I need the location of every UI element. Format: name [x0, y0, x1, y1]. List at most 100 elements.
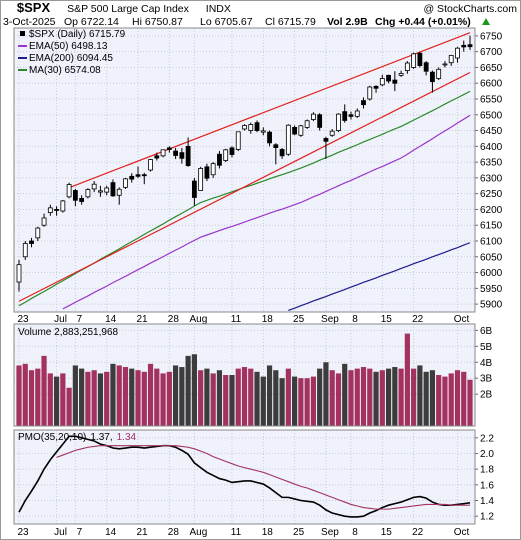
x-tick-label: 11 [231, 527, 242, 538]
quote-field: Hi 6750.87 [132, 16, 183, 28]
candle-body [304, 120, 310, 128]
volume-bar [172, 365, 179, 426]
overlay-line [62, 114, 471, 310]
volume-bar [60, 373, 66, 426]
candle-body [285, 124, 291, 155]
volume-bar [135, 370, 141, 426]
panel-border [13, 429, 476, 525]
volume-bar [442, 376, 448, 426]
legend-label: EMA(200) 6094.45 [29, 53, 113, 64]
y-tick-label: 6200 [480, 205, 503, 216]
volume-bar [41, 355, 47, 426]
candle-body [98, 190, 103, 193]
x-tick-label: 22 [412, 314, 424, 325]
y-tick-label: 6500 [480, 110, 503, 121]
candle-body [348, 114, 354, 117]
volume-bar [79, 368, 85, 426]
volume-bar [304, 378, 310, 426]
x-tick-label: 7 [77, 527, 83, 538]
candle-body [135, 174, 141, 177]
volume-bar [429, 370, 436, 426]
y-tick-label: 6600 [480, 79, 503, 90]
candle-body [41, 217, 47, 226]
volume-bar [129, 368, 135, 426]
volume-bar [360, 367, 367, 426]
x-tick-label: 28 [168, 527, 180, 538]
volume-bar [198, 370, 204, 426]
candle-body [329, 130, 335, 136]
y-tick-label: 5B [480, 342, 493, 353]
symbol: $SPX [17, 0, 51, 15]
candle-body [242, 125, 247, 130]
candle-body [223, 149, 229, 161]
volume-bar [185, 355, 191, 426]
candle-body [361, 100, 366, 106]
volume-bar [104, 371, 110, 426]
candle-body [455, 47, 460, 59]
candle-body [66, 184, 72, 198]
volume-bar [47, 373, 53, 426]
x-tick-label: 25 [293, 314, 305, 325]
x-tick-label: 14 [105, 314, 117, 325]
exchange: INDX [206, 3, 231, 15]
series-label: 1.34 [117, 432, 137, 443]
x-tick-label: Sep [321, 314, 339, 325]
candle-body [204, 166, 210, 179]
panel-bg [14, 430, 475, 524]
y-tick-label: 6000 [480, 268, 503, 279]
candle-body [311, 113, 316, 120]
candle-body [254, 122, 260, 131]
x-tick-label: 18 [262, 314, 274, 325]
y-tick-label: 6050 [480, 252, 503, 263]
y-tick-label: 6300 [480, 173, 503, 184]
candle-body [141, 174, 147, 177]
candle-body [110, 182, 116, 197]
candle-body [404, 62, 410, 71]
title-text: PMO(35,20,10) [18, 432, 86, 443]
candle-body [398, 73, 404, 76]
candle-body [60, 200, 66, 212]
y-tick-label: 1.6 [480, 480, 494, 491]
y-tick-label: 6750 [480, 31, 503, 42]
volume-bar [279, 378, 285, 426]
candle-body [148, 159, 153, 171]
credit: @ StockCharts.com [423, 3, 517, 15]
volume-bar [110, 363, 116, 426]
candle-body [79, 197, 85, 202]
x-tick-label: 28 [168, 314, 180, 325]
volume-bar [141, 371, 147, 426]
volume-bar [204, 368, 210, 426]
candle-body [373, 85, 379, 89]
volume-bar [223, 375, 229, 426]
series-label: 1.37, [90, 432, 112, 443]
volume-bar [354, 368, 360, 426]
y-tick-label: 2.2 [480, 433, 494, 444]
y-tick-label: 1.2 [480, 512, 494, 523]
candle-body [179, 152, 185, 159]
y-tick-label: 2B [480, 390, 493, 401]
volume-bar [254, 371, 260, 426]
candle-body [198, 168, 204, 191]
volume-bar [53, 376, 60, 426]
x-tick-label: 8 [352, 527, 358, 538]
y-tick-label: 3B [480, 374, 493, 385]
volume-bar [266, 365, 273, 426]
index-name: S&P 500 Large Cap Index [67, 3, 190, 15]
volume-bar [273, 370, 279, 426]
x-tick-label: 23 [17, 314, 29, 325]
candle-body [317, 114, 323, 128]
y-tick-label: 6B [480, 326, 493, 337]
overlay-line [288, 242, 471, 311]
candle-body [336, 113, 341, 131]
volume-bar [179, 367, 185, 426]
up-arrow [482, 18, 490, 25]
candle-body [248, 124, 254, 131]
candle-body [123, 178, 128, 188]
panel-title: PMO(35,20,10) 1.37, 1.34 [18, 432, 137, 443]
candle-body [279, 149, 285, 157]
volume-bar [235, 368, 241, 426]
candle-body [292, 127, 298, 135]
volume-bar [91, 370, 97, 426]
volume-bar [423, 371, 429, 426]
volume-bar [16, 365, 22, 426]
